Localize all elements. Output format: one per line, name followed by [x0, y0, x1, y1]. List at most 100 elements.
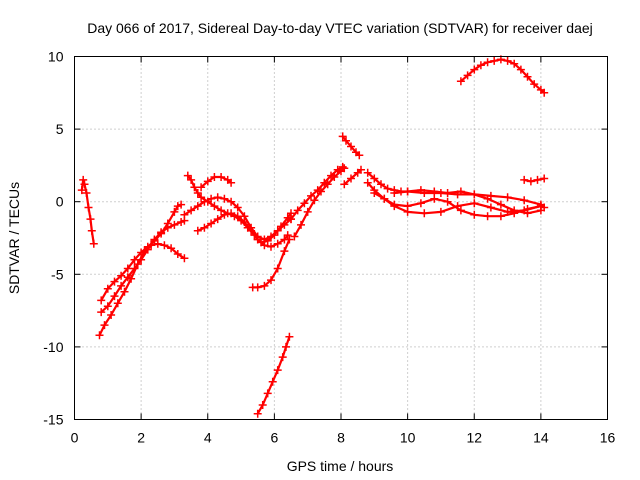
data-point-marker	[390, 200, 399, 209]
data-point-marker	[523, 209, 532, 218]
data-point-marker	[273, 264, 282, 273]
data-point-marker	[383, 184, 392, 193]
x-tick-label: 0	[71, 430, 79, 446]
series-arc-14	[340, 165, 365, 189]
data-point-marker	[200, 223, 209, 232]
series-arc-7	[197, 173, 236, 192]
y-tick-label: 0	[56, 194, 64, 210]
y-tick-label: 10	[48, 49, 64, 65]
series-arc-8	[193, 209, 292, 251]
data-point-marker	[363, 168, 372, 177]
data-point-marker	[443, 189, 452, 197]
data-point-marker	[253, 409, 262, 418]
data-point-marker	[420, 209, 429, 218]
data-point-marker	[97, 296, 106, 305]
data-point-marker	[342, 136, 350, 145]
chart-title: Day 066 of 2017, Sidereal Day-to-day VTE…	[87, 20, 593, 36]
data-point-marker	[363, 178, 372, 187]
data-point-marker	[503, 193, 512, 202]
data-point-marker	[278, 353, 287, 362]
data-point-marker	[187, 206, 196, 215]
data-point-marker	[520, 196, 529, 205]
data-point-marker	[340, 180, 349, 189]
data-point-marker	[130, 264, 139, 273]
data-point-marker	[470, 65, 479, 74]
data-point-marker	[163, 219, 172, 228]
data-point-marker	[476, 61, 485, 70]
data-point-marker	[510, 59, 519, 68]
data-point-marker	[260, 281, 269, 290]
data-point-marker	[300, 199, 309, 208]
data-point-marker	[273, 226, 282, 235]
data-point-marker	[123, 273, 132, 282]
y-tick-label: -10	[43, 339, 63, 355]
data-point-marker	[533, 175, 542, 184]
data-point-marker	[273, 366, 282, 375]
data-point-marker	[338, 132, 347, 141]
data-point-marker	[77, 186, 86, 195]
data-point-marker	[317, 187, 325, 196]
data-point-marker	[416, 199, 425, 208]
series-line	[343, 168, 363, 186]
data-point-marker	[303, 207, 312, 216]
data-point-marker	[160, 241, 169, 250]
data-point-marker	[520, 175, 529, 184]
data-point-marker	[403, 187, 412, 196]
data-point-marker	[173, 250, 182, 258]
data-point-marker	[283, 231, 292, 240]
data-point-marker	[177, 200, 186, 209]
data-point-marker	[103, 302, 112, 311]
data-point-marker	[170, 220, 179, 229]
data-point-marker	[227, 178, 236, 187]
data-point-marker	[100, 321, 109, 330]
data-point-marker	[240, 218, 249, 226]
data-point-marker	[82, 189, 91, 197]
data-point-marker	[536, 206, 545, 215]
data-point-marker	[200, 197, 209, 206]
x-tick-label: 12	[466, 430, 482, 446]
data-point-marker	[258, 401, 267, 409]
data-point-marker	[377, 180, 385, 189]
data-point-marker	[120, 287, 129, 296]
data-point-marker	[456, 77, 465, 86]
data-point-marker	[207, 194, 216, 203]
data-point-marker	[86, 215, 95, 224]
data-point-marker	[213, 215, 222, 224]
data-point-marker	[180, 254, 189, 263]
data-point-marker	[110, 277, 119, 286]
data-point-marker	[89, 239, 98, 248]
data-point-marker	[263, 389, 272, 398]
data-point-marker	[190, 183, 199, 192]
data-point-marker	[84, 203, 93, 212]
data-point-marker	[307, 191, 315, 200]
data-point-marker	[273, 239, 282, 248]
data-point-marker	[260, 241, 269, 250]
data-point-marker	[253, 283, 262, 292]
data-point-marker	[330, 173, 339, 181]
data-point-marker	[285, 235, 294, 244]
data-point-marker	[110, 292, 119, 301]
data-point-marker	[233, 212, 242, 221]
data-point-marker	[370, 189, 379, 197]
data-point-marker	[197, 193, 206, 202]
grid	[74, 56, 608, 420]
data-point-marker	[470, 210, 479, 219]
data-point-marker	[210, 173, 219, 181]
data-point-marker	[347, 142, 355, 151]
series-arc-18	[390, 186, 545, 218]
data-point-marker	[530, 80, 539, 89]
data-series	[77, 55, 549, 418]
data-point-marker	[267, 232, 275, 241]
x-tick-label: 8	[337, 430, 345, 446]
data-point-marker	[113, 299, 122, 308]
data-point-marker	[87, 226, 96, 235]
data-point-marker	[340, 164, 349, 173]
series-arc-20	[456, 55, 549, 97]
data-point-marker	[380, 194, 389, 203]
data-point-marker	[193, 189, 202, 197]
y-tick-label: -5	[51, 266, 64, 282]
data-point-marker	[193, 202, 202, 211]
data-point-marker	[496, 200, 505, 209]
data-point-marker	[523, 72, 532, 81]
